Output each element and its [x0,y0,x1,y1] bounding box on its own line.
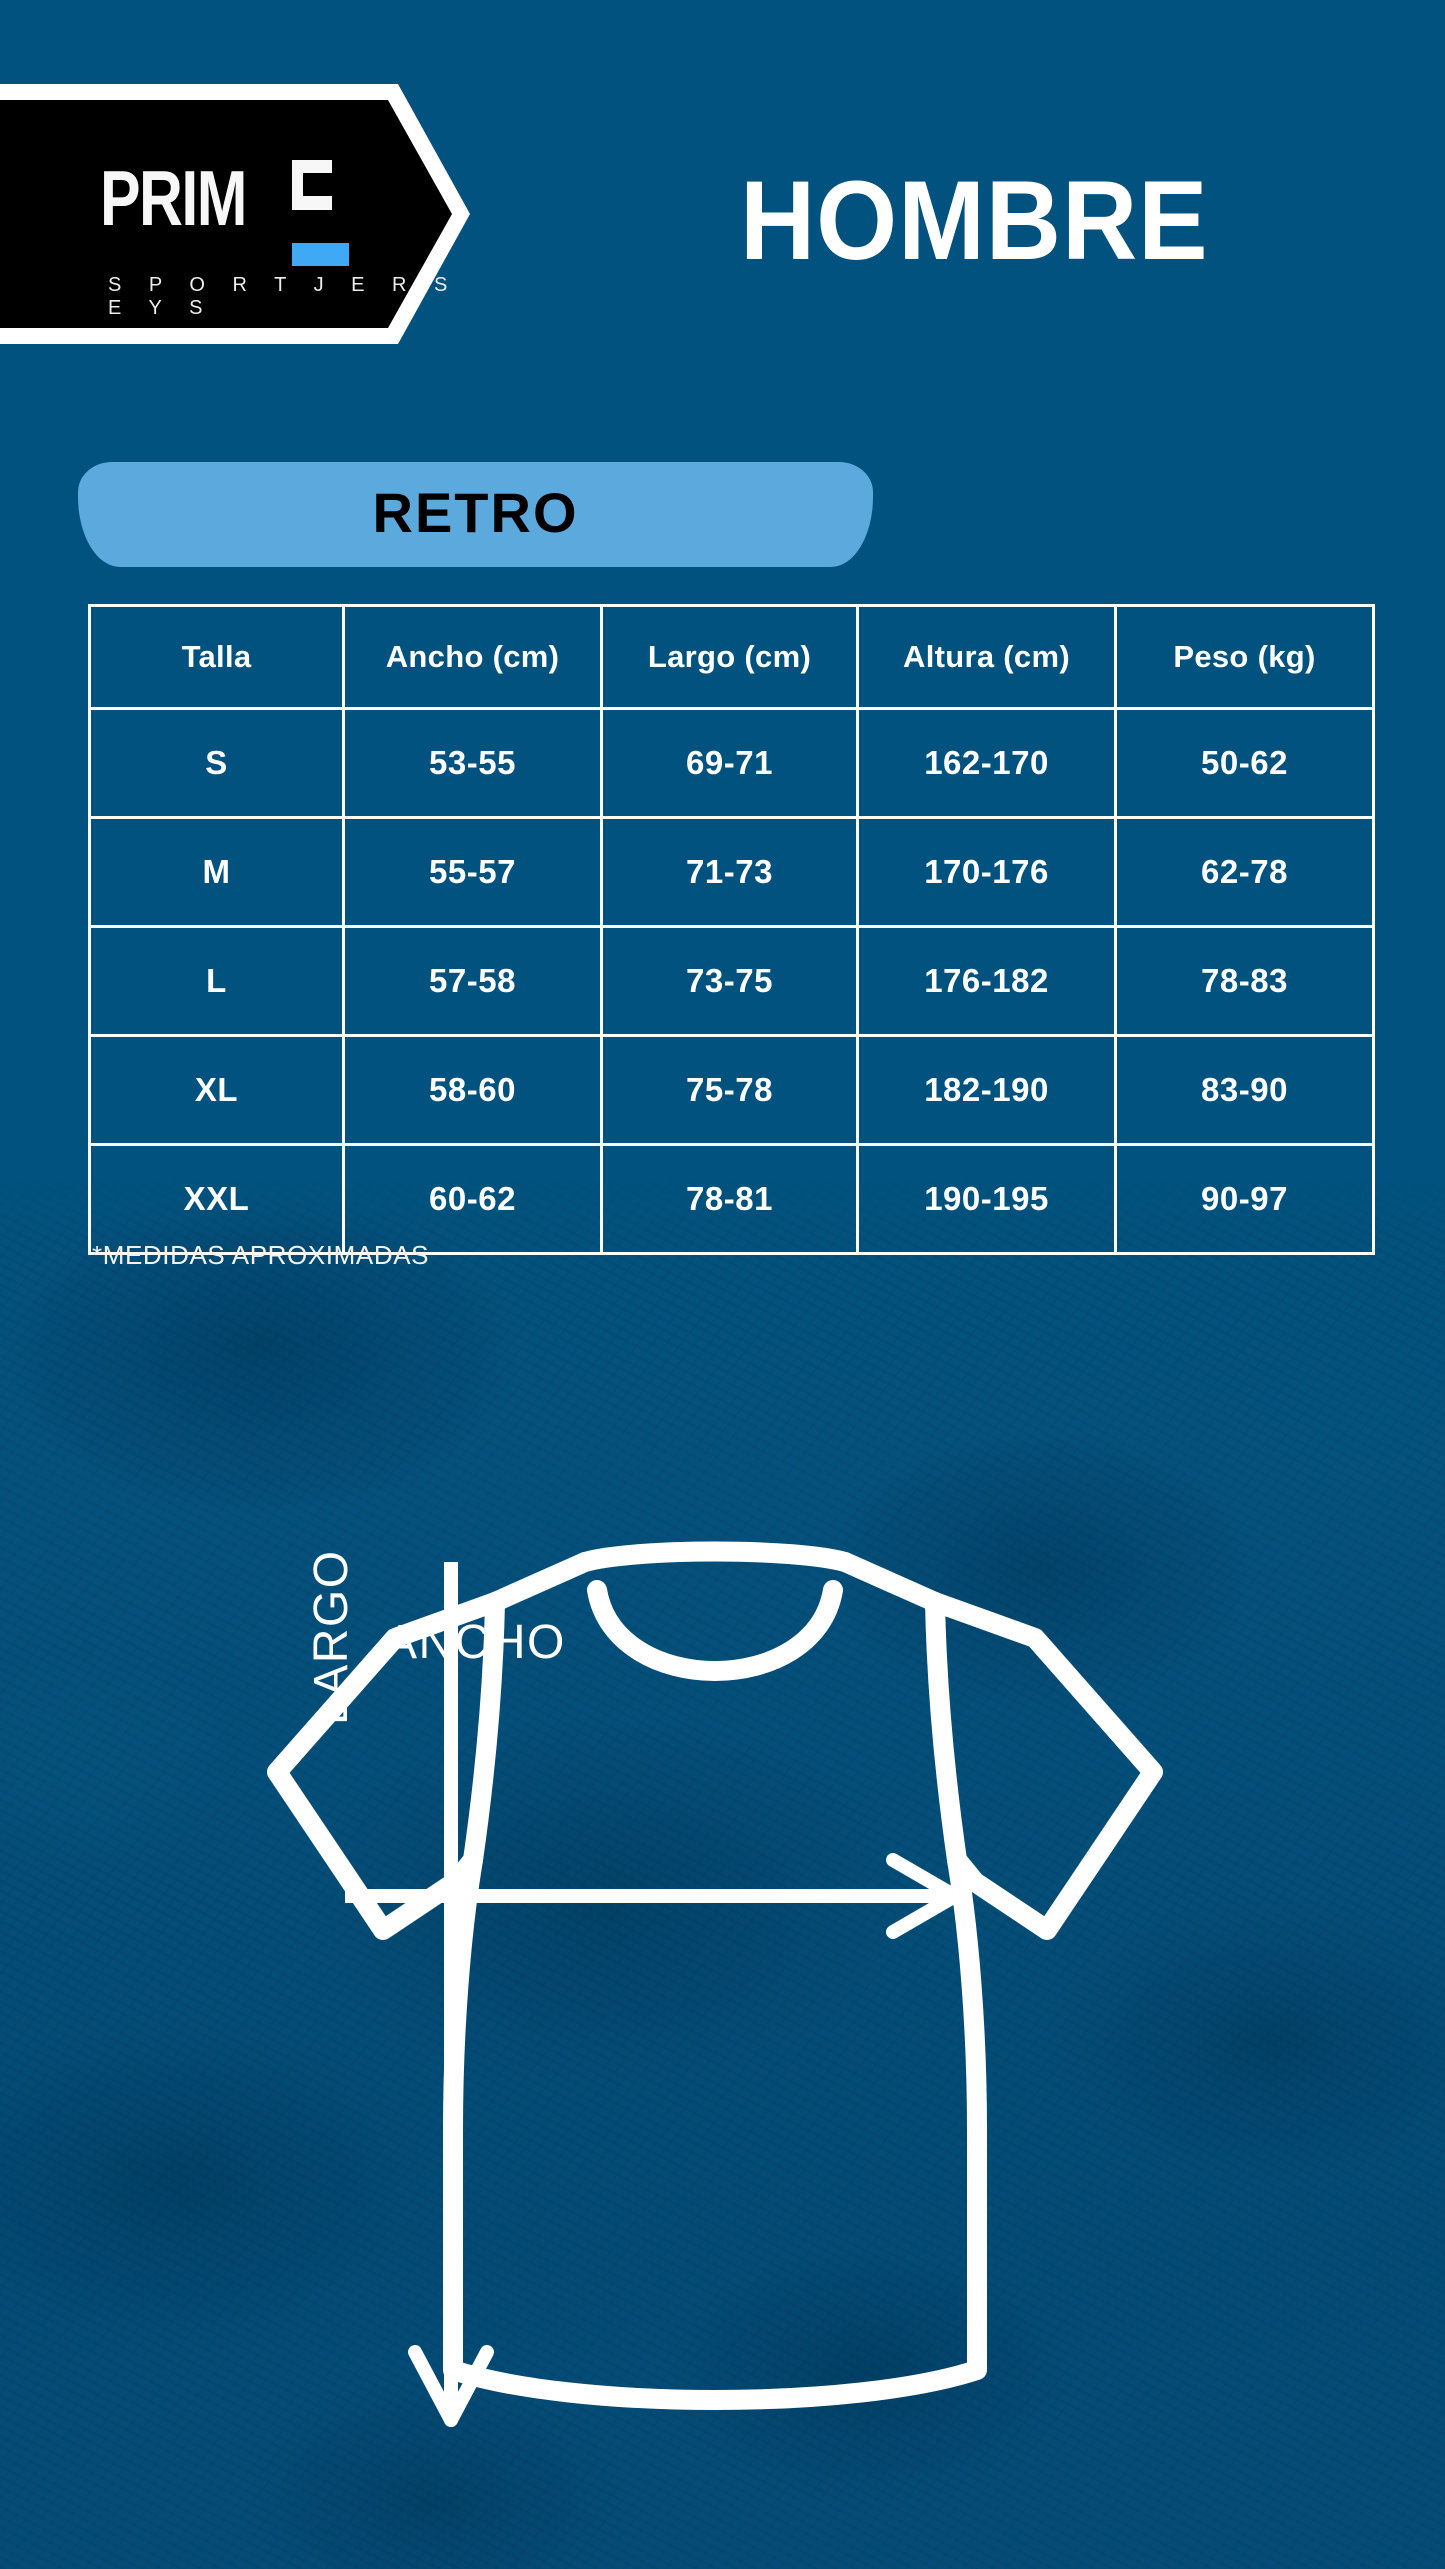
cell-ancho: 57-58 [342,925,603,1037]
category-banner [78,462,873,567]
cell-largo: 73-75 [600,925,859,1037]
table-row: M 55-57 71-73 170-176 62-78 [88,816,1375,928]
cell-talla: S [88,707,345,819]
tshirt-measurement-diagram [255,1530,1195,2450]
table-row: XL 58-60 75-78 182-190 83-90 [88,1034,1375,1146]
size-chart-table: Talla Ancho (cm) Largo (cm) Altura (cm) … [88,604,1375,1255]
background-texture [0,1180,1445,2569]
cell-ancho: 60-62 [342,1143,603,1255]
table-row: L 57-58 73-75 176-182 78-83 [88,925,1375,1037]
brand-logo: PRIM S P O R T J E R S E Y S [0,84,470,344]
cell-ancho: 53-55 [342,707,603,819]
column-header-ancho: Ancho (cm) [342,604,603,710]
cell-peso: 90-97 [1114,1143,1375,1255]
cell-largo: 71-73 [600,816,859,928]
column-header-altura: Altura (cm) [856,604,1117,710]
table-header-row: Talla Ancho (cm) Largo (cm) Altura (cm) … [88,604,1375,710]
logo-badge-shape [0,84,470,344]
cell-ancho: 58-60 [342,1034,603,1146]
cell-altura: 176-182 [856,925,1117,1037]
cell-largo: 69-71 [600,707,859,819]
page-title: HOMBRE [740,158,1209,283]
cell-peso: 78-83 [1114,925,1375,1037]
table-row: S 53-55 69-71 162-170 50-62 [88,707,1375,819]
cell-talla: XL [88,1034,345,1146]
cell-altura: 170-176 [856,816,1117,928]
table-row: XXL 60-62 78-81 190-195 90-97 [88,1143,1375,1255]
cell-peso: 50-62 [1114,707,1375,819]
column-header-peso: Peso (kg) [1114,604,1375,710]
cell-altura: 182-190 [856,1034,1117,1146]
cell-altura: 190-195 [856,1143,1117,1255]
category-label: RETRO [372,481,579,544]
cell-peso: 62-78 [1114,816,1375,928]
column-header-largo: Largo (cm) [600,604,859,710]
cell-largo: 75-78 [600,1034,859,1146]
tshirt-icon [267,1541,1163,2427]
cell-altura: 162-170 [856,707,1117,819]
cell-talla: L [88,925,345,1037]
footnote-text: *MEDIDAS APROXIMADAS [92,1240,430,1270]
cell-talla: M [88,816,345,928]
cell-largo: 78-81 [600,1143,859,1255]
column-header-talla: Talla [88,604,345,710]
cell-talla: XXL [88,1143,345,1255]
cell-peso: 83-90 [1114,1034,1375,1146]
cell-ancho: 55-57 [342,816,603,928]
